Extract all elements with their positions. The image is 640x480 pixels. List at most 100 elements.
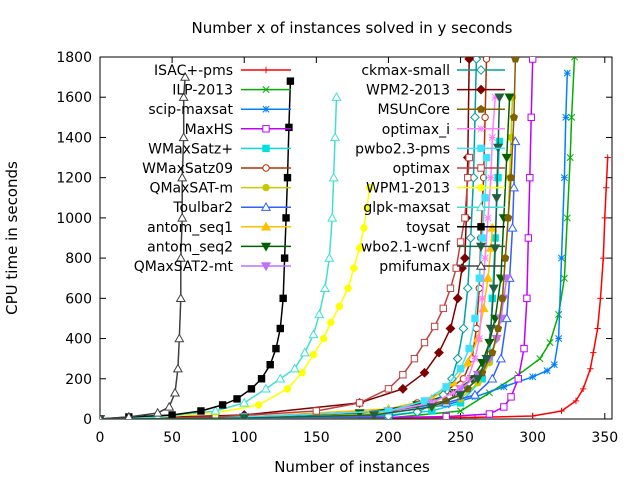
legend-entry: MSUnCore [378, 102, 505, 118]
legend-label: Toulbar2 [172, 200, 233, 216]
data-point [439, 304, 447, 313]
data-point [152, 407, 163, 417]
legend-label: ISAC+-pms [154, 63, 233, 79]
data-point [471, 57, 482, 64]
data-point [266, 361, 274, 369]
data-point [445, 323, 456, 334]
data-point [478, 234, 486, 242]
data-point [506, 173, 516, 182]
data-point [536, 355, 544, 363]
data-point [481, 354, 492, 364]
data-point [397, 383, 408, 394]
data-point [177, 212, 188, 222]
x-tick-label: 350 [591, 430, 618, 446]
data-point [172, 363, 183, 373]
data-point [197, 407, 205, 415]
data-point [464, 173, 472, 182]
x-tick-label: 300 [519, 430, 546, 446]
data-point [363, 204, 371, 212]
legend-entry: QMaxSAT2-mt [134, 259, 291, 275]
y-tick-label: 1800 [56, 50, 92, 66]
data-point [314, 309, 325, 319]
data-point [420, 338, 429, 347]
legend-entry: ILP-2013 [172, 83, 291, 99]
data-point [178, 132, 189, 142]
data-point [355, 399, 364, 407]
data-point [399, 371, 407, 379]
data-point [498, 294, 507, 302]
data-point [280, 254, 289, 262]
data-point [587, 365, 594, 372]
legend-entry: Toulbar2 [172, 200, 291, 216]
data-point [481, 254, 489, 262]
series-line [100, 157, 488, 419]
data-point [260, 201, 272, 211]
data-point [168, 411, 176, 419]
data-point [419, 367, 430, 378]
data-point [464, 375, 472, 383]
data-point [471, 355, 479, 363]
data-point [462, 357, 473, 367]
data-point [507, 393, 515, 401]
data-point [488, 284, 499, 294]
data-point [178, 92, 189, 101]
legend-entry: glpk-maxsat [363, 200, 505, 216]
data-point [472, 375, 483, 384]
legend-label: antom_seq2 [147, 239, 233, 255]
legend-entry: antom_seq1 [147, 220, 291, 236]
legend-label: optimax_i [382, 122, 450, 138]
data-point [239, 397, 250, 407]
legend: ISAC+-pms ILP-2013 scip-maxsat MaxHS WMaxSat… [134, 63, 505, 275]
data-point [319, 283, 331, 292]
data-point [508, 182, 519, 192]
data-point [558, 407, 565, 415]
plot-frame [99, 56, 613, 420]
x-tick-label: 100 [231, 430, 258, 446]
data-point [477, 164, 485, 172]
data-point [442, 383, 450, 391]
series-MaxHS [100, 57, 537, 419]
data-point [501, 253, 510, 262]
data-point [247, 385, 256, 393]
data-point [507, 222, 518, 232]
legend-entry: pwbo2.3-pms [355, 141, 505, 157]
data-point [324, 252, 335, 262]
data-point [426, 403, 437, 413]
legend-entry: WMaxSatz09 [142, 161, 291, 177]
chart-title: Number x of instances solved in y second… [192, 19, 513, 37]
data-point [174, 333, 185, 343]
y-tick-label: 800 [65, 251, 92, 267]
data-point [570, 57, 579, 61]
legend-label: toysat [406, 220, 450, 236]
data-point [501, 153, 512, 163]
data-point [458, 323, 469, 334]
data-point [493, 324, 503, 332]
data-point [283, 173, 292, 182]
series-wbo2.1-wcnf [100, 93, 505, 419]
data-point [491, 93, 499, 101]
data-point [481, 113, 489, 122]
data-point [384, 407, 393, 415]
legend-label: WPM1-2013 [366, 181, 450, 197]
data-point [328, 172, 339, 182]
data-point [360, 224, 368, 232]
data-point [600, 254, 607, 262]
data-point [494, 93, 505, 103]
series-toysat [100, 77, 295, 419]
legend-label: QMaxSAT-m [149, 181, 233, 197]
y-tick-label: 400 [65, 332, 92, 348]
data-point [529, 412, 536, 419]
data-point [482, 273, 494, 282]
data-point [260, 262, 272, 272]
series-optimax [100, 153, 473, 419]
series-glpk-maxsat [100, 92, 342, 419]
data-point [604, 154, 611, 161]
data-point [523, 294, 531, 303]
data-point [430, 322, 439, 331]
y-tick-label: 1600 [56, 90, 92, 106]
data-point [529, 373, 537, 381]
data-point [465, 153, 473, 162]
data-point [462, 283, 473, 294]
legend-entry: optimax_i [382, 122, 505, 138]
y-tick-label: 1200 [56, 171, 92, 187]
